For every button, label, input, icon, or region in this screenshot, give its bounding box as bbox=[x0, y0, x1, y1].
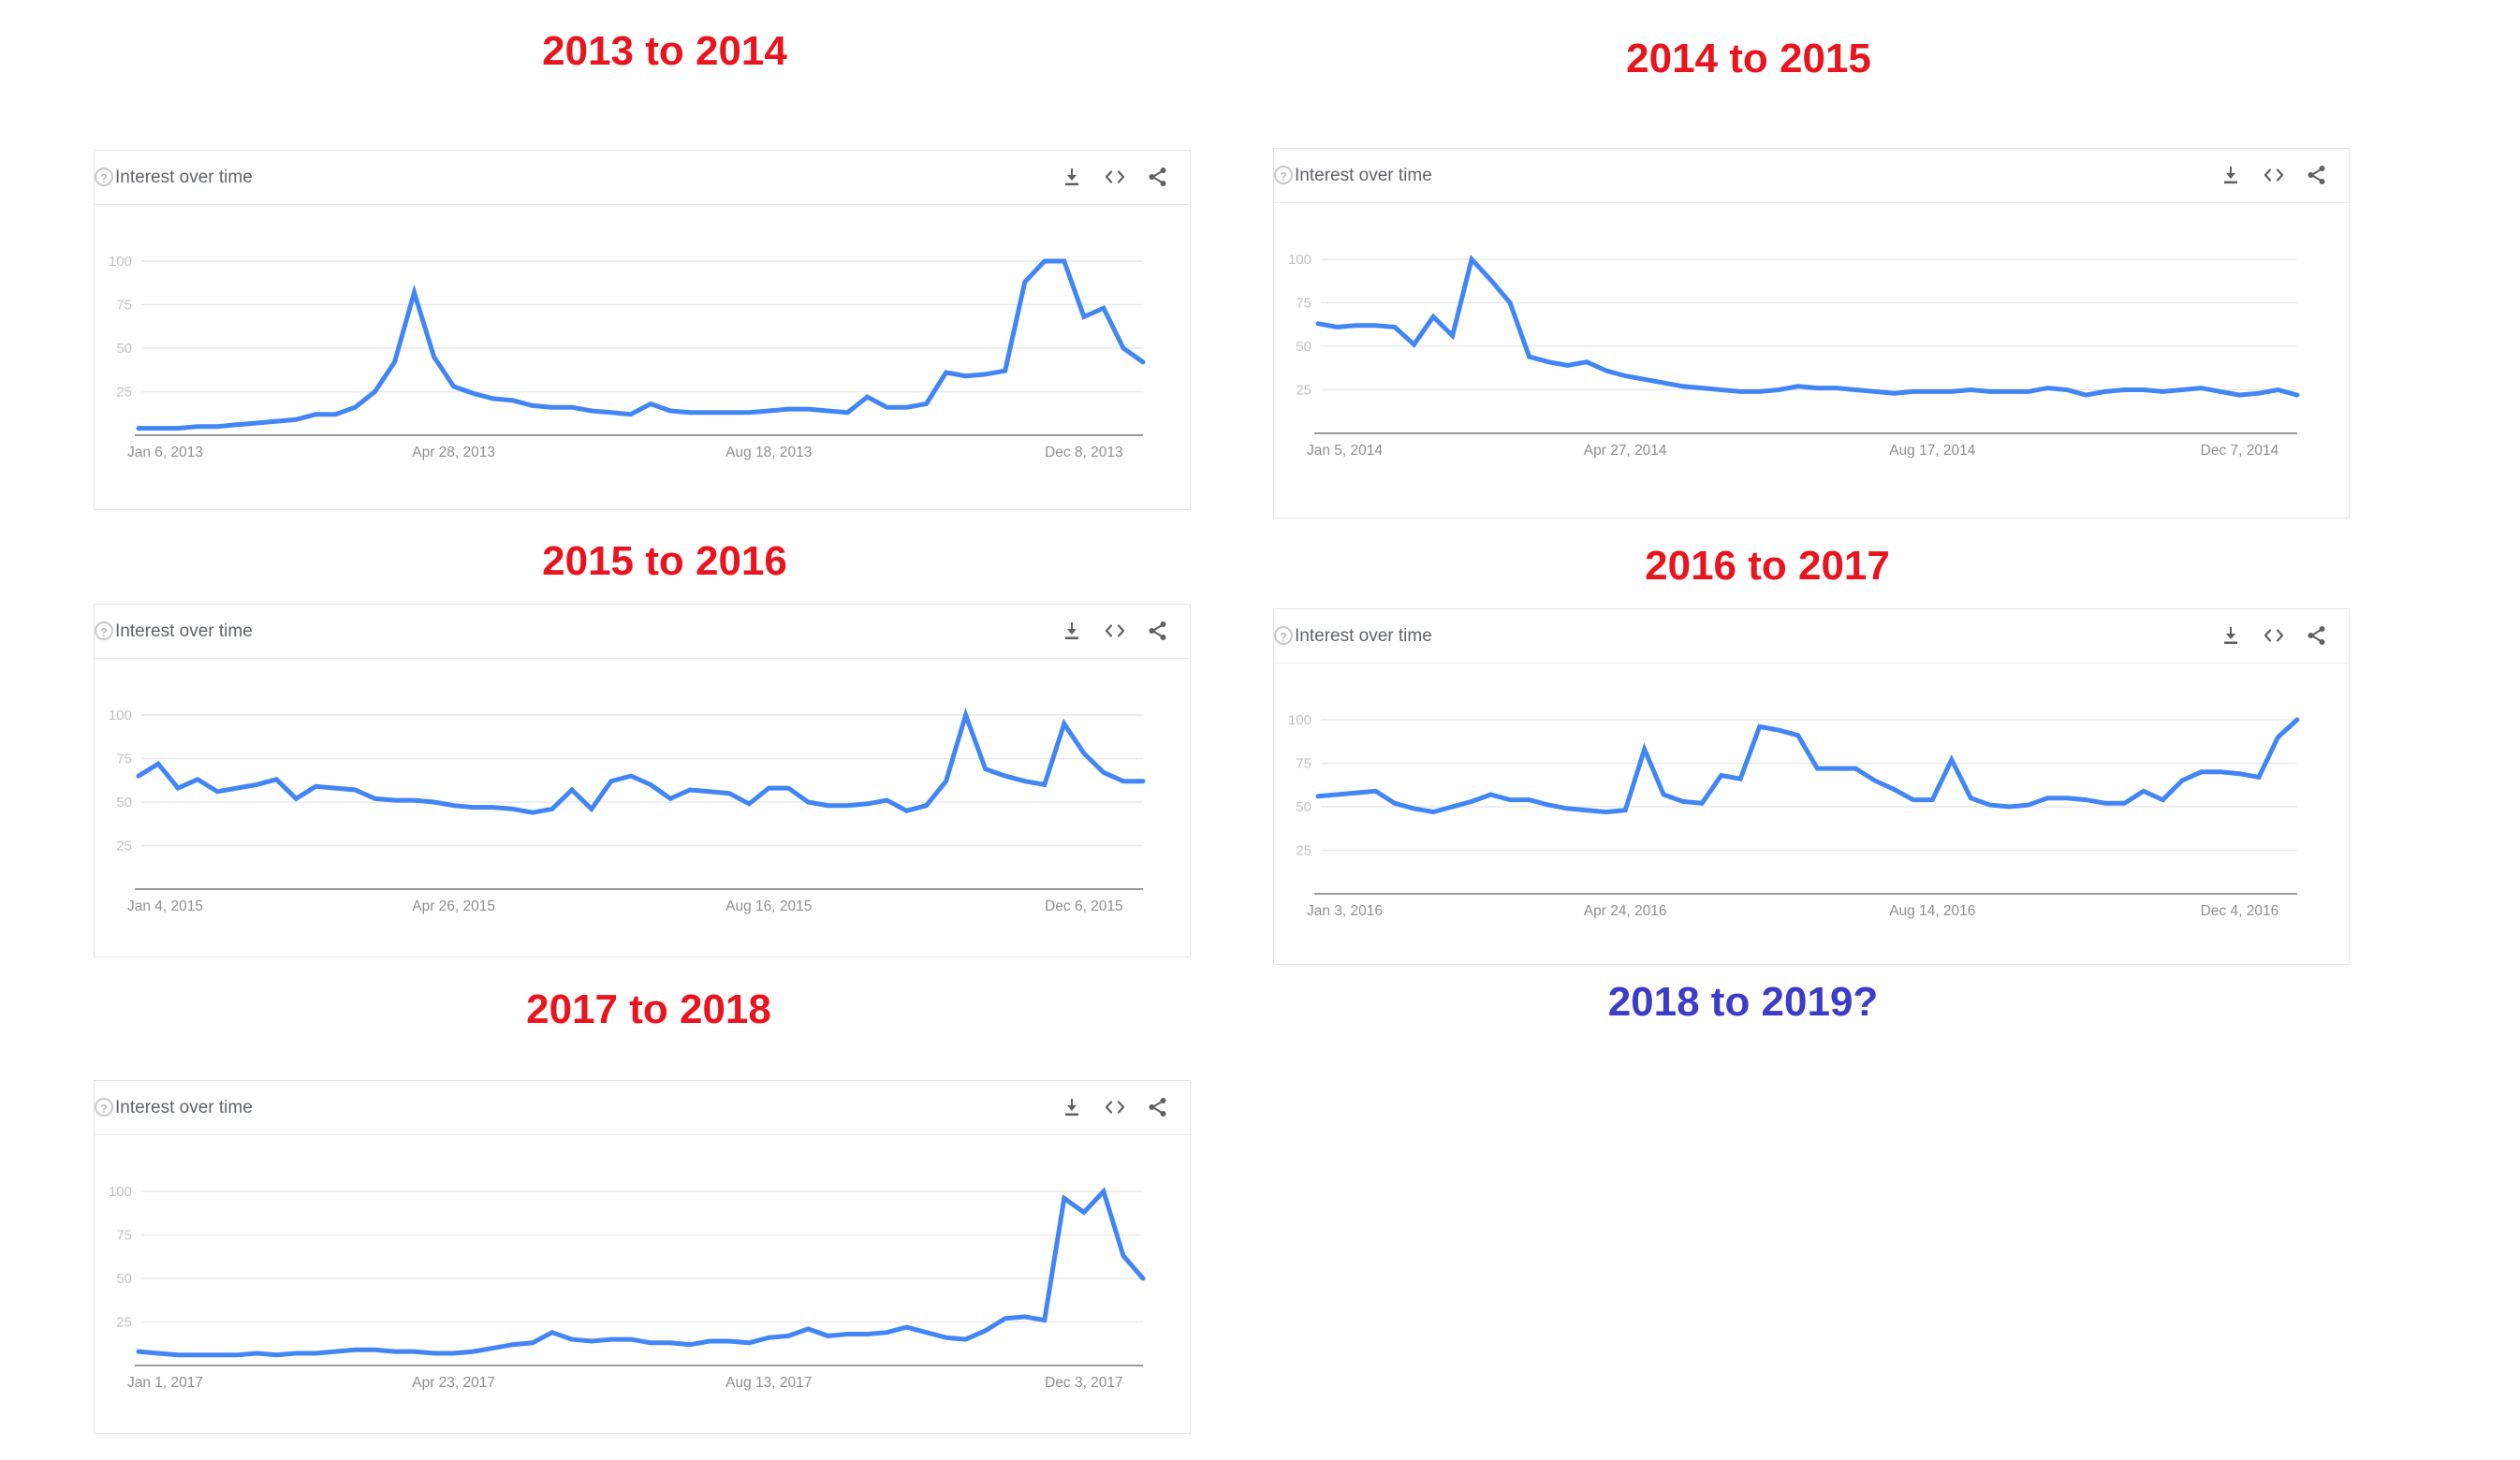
svg-text:25: 25 bbox=[116, 1315, 132, 1331]
widget-header: Interest over time ? bbox=[1274, 609, 2349, 664]
svg-text:Aug 18, 2013: Aug 18, 2013 bbox=[725, 445, 812, 460]
svg-text:Apr 27, 2014: Apr 27, 2014 bbox=[1584, 443, 1667, 459]
trends-widget-2016: Interest over time ? 100 75 50 25 Jan 3, 201… bbox=[1273, 608, 2350, 965]
svg-text:Dec 6, 2015: Dec 6, 2015 bbox=[1045, 898, 1123, 914]
svg-text:Jan 4, 2015: Jan 4, 2015 bbox=[127, 898, 203, 914]
svg-text:75: 75 bbox=[116, 1228, 132, 1244]
widget-title: Interest over time bbox=[115, 168, 253, 187]
help-icon[interactable]: ? bbox=[1274, 626, 1293, 645]
svg-text:50: 50 bbox=[116, 795, 132, 810]
trends-widget-2013: Interest over time ? 100 75 50 25 Jan 6, 201… bbox=[94, 150, 1191, 510]
embed-icon[interactable] bbox=[1103, 620, 1127, 642]
widget-actions bbox=[2220, 164, 2328, 186]
svg-text:100: 100 bbox=[109, 1184, 132, 1200]
svg-text:25: 25 bbox=[1296, 383, 1311, 399]
svg-text:100: 100 bbox=[109, 254, 132, 270]
widget-header: Interest over time ? bbox=[95, 605, 1190, 659]
svg-text:Dec 8, 2013: Dec 8, 2013 bbox=[1045, 445, 1123, 460]
svg-text:Aug 14, 2016: Aug 14, 2016 bbox=[1889, 903, 1975, 919]
svg-text:Jan 6, 2013: Jan 6, 2013 bbox=[127, 445, 203, 460]
help-icon[interactable]: ? bbox=[95, 1098, 113, 1117]
widget-title: Interest over time bbox=[1295, 626, 1432, 646]
widget-actions bbox=[1061, 166, 1169, 188]
share-icon[interactable] bbox=[1147, 620, 1169, 642]
svg-text:Dec 7, 2014: Dec 7, 2014 bbox=[2201, 443, 2279, 459]
section-title-2016-2017: 2016 to 2017 bbox=[1645, 543, 1890, 589]
help-icon[interactable]: ? bbox=[95, 168, 113, 186]
widget-actions bbox=[1061, 620, 1169, 642]
svg-text:25: 25 bbox=[116, 839, 132, 854]
svg-text:25: 25 bbox=[1296, 843, 1311, 859]
download-icon[interactable] bbox=[2220, 624, 2242, 647]
svg-text:Jan 5, 2014: Jan 5, 2014 bbox=[1307, 443, 1383, 459]
svg-text:50: 50 bbox=[116, 1271, 132, 1287]
embed-icon[interactable] bbox=[2262, 624, 2286, 647]
svg-text:Aug 13, 2017: Aug 13, 2017 bbox=[725, 1375, 812, 1391]
svg-text:Apr 24, 2016: Apr 24, 2016 bbox=[1584, 903, 1667, 919]
widget-actions bbox=[1061, 1096, 1169, 1118]
section-title-2014-2015: 2014 to 2015 bbox=[1626, 36, 1871, 81]
svg-text:Apr 23, 2017: Apr 23, 2017 bbox=[412, 1375, 495, 1391]
download-icon[interactable] bbox=[1061, 1096, 1083, 1118]
share-icon[interactable] bbox=[1147, 1096, 1169, 1118]
widget-header: Interest over time ? bbox=[1274, 149, 2349, 203]
trends-widget-2015: Interest over time ? 100 75 50 25 Jan 4, 201… bbox=[94, 604, 1191, 957]
svg-text:Aug 17, 2014: Aug 17, 2014 bbox=[1889, 443, 1976, 459]
svg-text:100: 100 bbox=[109, 708, 132, 723]
trends-widget-2017: Interest over time ? 100 75 50 25 Jan 1, 201… bbox=[94, 1080, 1191, 1434]
svg-text:Jan 1, 2017: Jan 1, 2017 bbox=[127, 1375, 203, 1391]
svg-text:50: 50 bbox=[116, 341, 132, 357]
svg-text:Apr 28, 2013: Apr 28, 2013 bbox=[412, 445, 495, 460]
download-icon[interactable] bbox=[1061, 620, 1083, 642]
svg-text:Dec 3, 2017: Dec 3, 2017 bbox=[1045, 1375, 1123, 1391]
svg-text:25: 25 bbox=[116, 385, 132, 401]
section-title-2013-2014: 2013 to 2014 bbox=[542, 28, 787, 74]
widget-actions bbox=[2220, 624, 2328, 647]
widget-title: Interest over time bbox=[115, 1098, 253, 1117]
help-icon[interactable]: ? bbox=[1274, 166, 1293, 184]
widget-title: Interest over time bbox=[115, 621, 253, 641]
svg-text:Dec 4, 2016: Dec 4, 2016 bbox=[2201, 903, 2279, 919]
svg-text:50: 50 bbox=[1296, 339, 1311, 355]
line-chart-2017-to-2018: 100 75 50 25 Jan 1, 2017 Apr 23, 2017 Aug 13, … bbox=[109, 1184, 1146, 1391]
line-chart-2015-to-2016: 100 75 50 25 Jan 4, 2015 Apr 26, 2015 Aug 16, … bbox=[109, 708, 1146, 914]
download-icon[interactable] bbox=[2220, 164, 2242, 186]
widget-header: Interest over time ? bbox=[95, 1081, 1190, 1135]
line-chart-2013-to-2014: 100 75 50 25 Jan 6, 2013 Apr 28, 2013 Aug 18, … bbox=[109, 254, 1146, 460]
svg-text:75: 75 bbox=[116, 752, 132, 767]
share-icon[interactable] bbox=[1147, 166, 1169, 188]
line-chart-2014-to-2015: 100 75 50 25 Jan 5, 2014 Apr 27, 2014 Aug 17, … bbox=[1288, 252, 2300, 459]
svg-text:Jan 3, 2016: Jan 3, 2016 bbox=[1307, 903, 1383, 919]
widget-header: Interest over time ? bbox=[95, 151, 1190, 205]
svg-text:100: 100 bbox=[1288, 712, 1311, 728]
section-title-2018-2019: 2018 to 2019? bbox=[1607, 979, 1879, 1025]
svg-text:50: 50 bbox=[1296, 799, 1311, 815]
embed-icon[interactable] bbox=[2262, 164, 2286, 186]
widget-title: Interest over time bbox=[1295, 166, 1432, 185]
embed-icon[interactable] bbox=[1103, 166, 1127, 188]
svg-text:Aug 16, 2015: Aug 16, 2015 bbox=[725, 898, 812, 914]
svg-text:Apr 26, 2015: Apr 26, 2015 bbox=[412, 898, 495, 914]
help-icon[interactable]: ? bbox=[95, 621, 113, 640]
trends-widget-2014: Interest over time ? 100 75 50 25 Jan 5, 201… bbox=[1273, 148, 2350, 518]
share-icon[interactable] bbox=[2306, 624, 2328, 647]
svg-text:100: 100 bbox=[1288, 252, 1311, 268]
line-chart-2016-to-2017: 100 75 50 25 Jan 3, 2016 Apr 24, 2016 Aug 14, … bbox=[1288, 712, 2300, 919]
svg-text:75: 75 bbox=[1296, 296, 1311, 312]
svg-text:75: 75 bbox=[116, 298, 132, 314]
share-icon[interactable] bbox=[2306, 164, 2328, 186]
section-title-2015-2016: 2015 to 2016 bbox=[542, 538, 787, 584]
section-title-2017-2018: 2017 to 2018 bbox=[526, 986, 771, 1032]
download-icon[interactable] bbox=[1061, 166, 1083, 188]
embed-icon[interactable] bbox=[1103, 1096, 1127, 1118]
svg-text:75: 75 bbox=[1296, 756, 1311, 772]
